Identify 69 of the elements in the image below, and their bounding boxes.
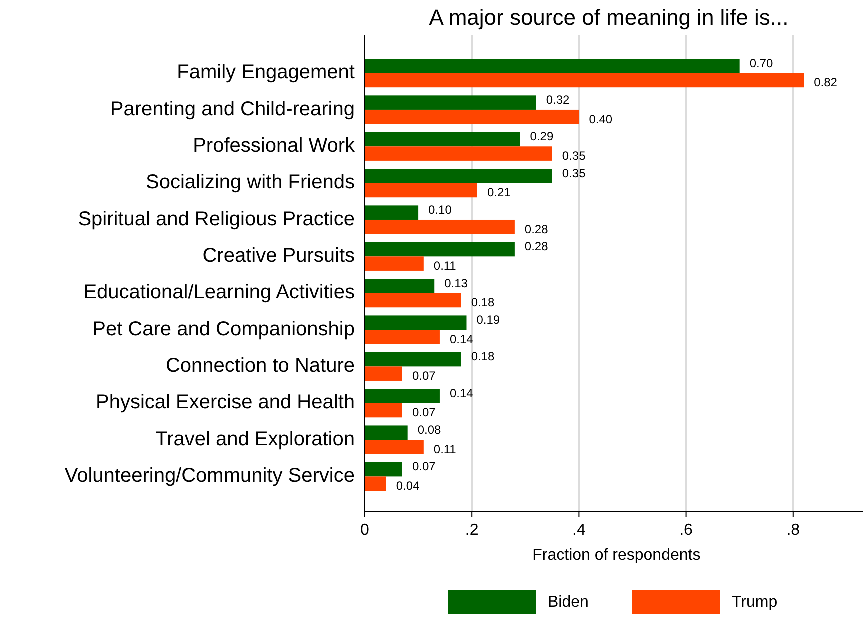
data-label: 0.35	[562, 166, 586, 180]
data-label: 0.18	[471, 350, 496, 364]
bar	[365, 316, 467, 330]
y-tick-label: Educational/Learning Activities	[84, 282, 355, 304]
x-tick-label: 0	[360, 522, 370, 539]
bar	[365, 440, 424, 454]
bar	[365, 242, 515, 257]
y-tick-label: Physical Exercise and Health	[96, 392, 355, 414]
bar	[365, 59, 740, 74]
data-label: 0.10	[428, 203, 452, 218]
y-tick-label: Family Engagement	[177, 62, 356, 84]
y-tick-label: Socializing with Friends	[146, 172, 355, 194]
data-label: 0.35	[562, 148, 586, 163]
bar	[365, 352, 462, 367]
bar	[365, 293, 462, 308]
x-tick-label: .4	[572, 522, 586, 539]
y-tick-label: Volunteering/Community Service	[64, 464, 355, 487]
x-axis-title: Fraction of respondents	[532, 547, 701, 564]
data-label: 0.21	[487, 186, 512, 200]
data-label: 0.70	[750, 56, 774, 70]
bar	[365, 476, 386, 491]
data-label: 0.18	[471, 296, 496, 310]
data-label: 0.07	[412, 406, 436, 420]
bar	[365, 366, 402, 381]
bar	[365, 220, 515, 234]
data-label: 0.04	[396, 479, 420, 494]
y-tick-label: Connection to Nature	[166, 354, 355, 377]
data-label: 0.40	[589, 112, 613, 126]
bar	[365, 169, 552, 184]
text: Biden	[548, 594, 589, 612]
data-label: 0.28	[524, 240, 549, 254]
y-tick-label: Spiritual and Religious Practice	[78, 208, 355, 230]
bar	[365, 389, 440, 404]
x-tick-label: .8	[786, 522, 800, 539]
data-label: 0.07	[412, 369, 436, 384]
chart-title: A major source of meaning in life is...	[429, 5, 789, 30]
bar	[365, 330, 440, 344]
y-tick-label: Creative Pursuits	[202, 244, 355, 267]
bar	[365, 183, 478, 198]
text: Trump	[732, 594, 778, 612]
bar	[365, 146, 552, 161]
bar	[365, 403, 402, 418]
y-tick-label: Parenting and Child-rearing	[110, 98, 355, 120]
data-label: 0.11	[434, 258, 457, 273]
data-label: 0.11	[434, 442, 457, 456]
bar	[365, 206, 419, 220]
bar	[365, 96, 536, 110]
bar	[365, 110, 580, 124]
data-label: 0.08	[418, 423, 442, 438]
y-tick-label: Professional Work	[193, 134, 356, 157]
data-label: 0.29	[530, 130, 554, 144]
bar	[365, 256, 424, 271]
bar	[365, 73, 804, 88]
data-label: 0.28	[524, 222, 549, 236]
x-tick-label: .2	[465, 522, 479, 539]
data-label: 0.13	[444, 276, 468, 290]
bar	[365, 426, 408, 440]
data-label: 0.32	[546, 92, 570, 107]
x-tick-label: .6	[680, 522, 694, 539]
data-label: 0.07	[412, 460, 436, 474]
bar	[365, 279, 435, 294]
bar	[365, 132, 520, 147]
data-label: 0.19	[476, 313, 500, 328]
y-tick-label: Pet Care and Companionship	[92, 318, 355, 340]
data-label: 0.14	[450, 332, 474, 346]
y-tick-label: Travel and Exploration	[156, 428, 355, 450]
bar	[365, 462, 402, 477]
data-label: 0.14	[450, 386, 474, 400]
data-label: 0.82	[814, 76, 838, 90]
